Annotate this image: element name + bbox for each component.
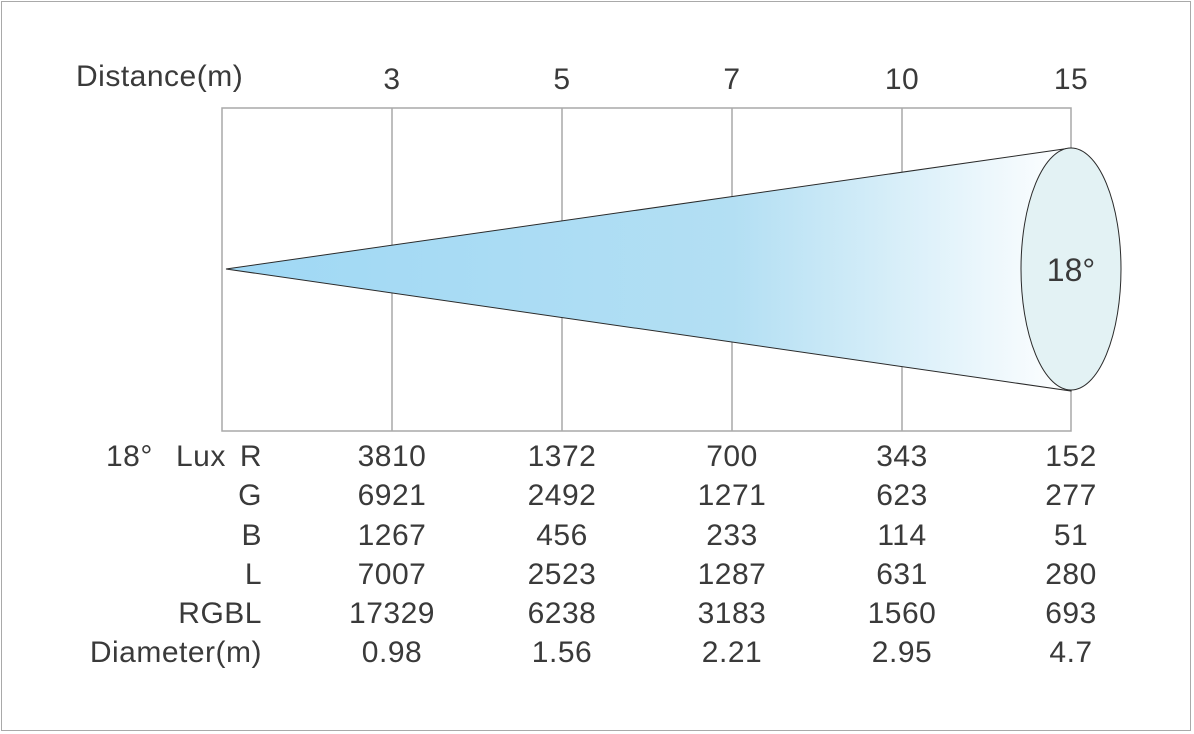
beam-angle-label: 18° bbox=[1047, 252, 1095, 288]
row-label-rgbl: RGBL bbox=[178, 597, 262, 630]
cell-r-3m: 3810 bbox=[357, 440, 427, 473]
cell-b-10m: 114 bbox=[877, 519, 927, 552]
cell-g-15m: 277 bbox=[1045, 479, 1097, 512]
cell-b-5m: 456 bbox=[536, 519, 588, 552]
cell-diameter-10m: 2.95 bbox=[871, 636, 933, 669]
cell-b-15m: 51 bbox=[1053, 519, 1089, 552]
cell-l-15m: 280 bbox=[1045, 558, 1097, 591]
distance-10: 10 bbox=[884, 63, 920, 96]
cell-diameter-5m: 1.56 bbox=[531, 636, 593, 669]
cell-r-5m: 1372 bbox=[527, 440, 597, 473]
cell-rgbl-7m: 3183 bbox=[697, 597, 767, 630]
beam-ellipse bbox=[1020, 147, 1122, 391]
cell-rgbl-5m: 6238 bbox=[527, 597, 597, 630]
cell-diameter-7m: 2.21 bbox=[701, 636, 763, 669]
cell-diameter-3m: 0.98 bbox=[361, 636, 423, 669]
cell-l-3m: 7007 bbox=[357, 558, 427, 591]
row-label-l: L bbox=[244, 558, 262, 591]
cell-l-7m: 1287 bbox=[697, 558, 767, 591]
distance-7: 7 bbox=[723, 63, 741, 96]
cell-rgbl-15m: 693 bbox=[1045, 597, 1097, 630]
row-label-r: R bbox=[239, 440, 262, 473]
cell-b-7m: 233 bbox=[706, 519, 758, 552]
row-label-b: B bbox=[241, 519, 262, 552]
cell-rgbl-3m: 17329 bbox=[349, 597, 435, 630]
cell-r-7m: 700 bbox=[706, 440, 758, 473]
distance-3: 3 bbox=[383, 63, 401, 96]
table-angle-label: 18° bbox=[106, 440, 153, 473]
cell-g-5m: 2492 bbox=[527, 479, 597, 512]
cell-rgbl-10m: 1560 bbox=[867, 597, 937, 630]
distance-label: Distance(m) bbox=[76, 60, 244, 93]
cell-g-7m: 1271 bbox=[697, 479, 767, 512]
cell-r-15m: 152 bbox=[1045, 440, 1097, 473]
cell-l-10m: 631 bbox=[876, 558, 928, 591]
table-lux-label: Lux bbox=[176, 440, 226, 473]
cell-r-10m: 343 bbox=[876, 440, 928, 473]
cell-b-3m: 1267 bbox=[357, 519, 427, 552]
distance-15: 15 bbox=[1053, 63, 1089, 96]
cell-g-3m: 6921 bbox=[357, 479, 427, 512]
distance-5: 5 bbox=[553, 63, 571, 96]
cell-g-10m: 623 bbox=[876, 479, 928, 512]
row-label-g: G bbox=[238, 479, 262, 512]
beam-cone bbox=[225, 147, 1072, 392]
cell-l-5m: 2523 bbox=[527, 558, 597, 591]
cell-diameter-15m: 4.7 bbox=[1049, 636, 1093, 669]
row-label-diameter: Diameter(m) bbox=[89, 636, 262, 669]
